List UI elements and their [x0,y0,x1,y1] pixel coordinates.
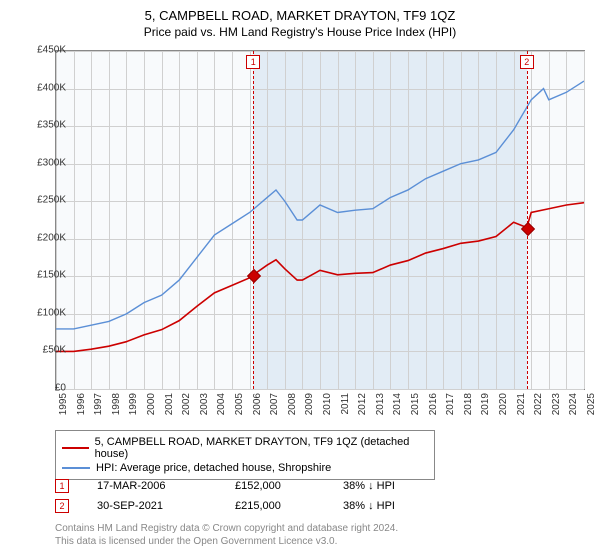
footnote-line: Contains HM Land Registry data © Crown c… [55,522,398,535]
txn-delta: 38% ↓ HPI [343,500,433,512]
y-tick-label: £100K [16,307,66,318]
chart-subtitle: Price paid vs. HM Land Registry's House … [0,23,600,43]
transaction-row: 2 30-SEP-2021 £215,000 38% ↓ HPI [55,496,433,516]
footnote: Contains HM Land Registry data © Crown c… [55,522,398,548]
txn-ref-icon: 1 [55,479,69,493]
x-tick-label: 2021 [516,393,527,415]
y-tick-label: £150K [16,270,66,281]
legend-item-hpi: HPI: Average price, detached house, Shro… [62,461,428,475]
y-tick-label: £250K [16,195,66,206]
legend: 5, CAMPBELL ROAD, MARKET DRAYTON, TF9 1Q… [55,430,435,480]
x-tick-label: 2007 [269,393,280,415]
chart-svg [56,51,584,389]
x-tick-label: 2015 [410,393,421,415]
x-tick-label: 2000 [146,393,157,415]
x-tick-label: 2010 [322,393,333,415]
legend-swatch [62,467,90,469]
y-tick-label: £300K [16,157,66,168]
legend-label: HPI: Average price, detached house, Shro… [96,462,331,474]
legend-item-property: 5, CAMPBELL ROAD, MARKET DRAYTON, TF9 1Q… [62,435,428,461]
x-tick-label: 2012 [357,393,368,415]
x-tick-label: 2013 [375,393,386,415]
txn-date: 17-MAR-2006 [97,480,207,492]
x-tick-label: 2016 [428,393,439,415]
x-tick-label: 2011 [340,393,351,415]
x-tick-label: 2019 [480,393,491,415]
y-tick-label: £200K [16,232,66,243]
legend-swatch [62,447,89,449]
transaction-row: 1 17-MAR-2006 £152,000 38% ↓ HPI [55,476,433,496]
x-tick-label: 1996 [76,393,87,415]
txn-date: 30-SEP-2021 [97,500,207,512]
x-tick-label: 2003 [199,393,210,415]
x-tick-label: 2024 [568,393,579,415]
x-tick-label: 2025 [586,393,597,415]
x-tick-label: 1998 [111,393,122,415]
refline-label: 1 [246,55,260,69]
x-tick-label: 2008 [287,393,298,415]
y-tick-label: £0 [16,383,66,394]
x-tick-label: 2023 [551,393,562,415]
txn-ref-icon: 2 [55,499,69,513]
x-tick-label: 2005 [234,393,245,415]
x-tick-label: 1995 [58,393,69,415]
y-tick-label: £450K [16,45,66,56]
x-tick-label: 2020 [498,393,509,415]
refline-label: 2 [520,55,534,69]
chart-title: 5, CAMPBELL ROAD, MARKET DRAYTON, TF9 1Q… [0,0,600,23]
chart-area: 12 [55,50,585,390]
txn-price: £215,000 [235,500,315,512]
x-tick-label: 2004 [216,393,227,415]
x-tick-label: 2006 [252,393,263,415]
x-tick-label: 2022 [533,393,544,415]
x-tick-label: 2009 [304,393,315,415]
txn-delta: 38% ↓ HPI [343,480,433,492]
transaction-table: 1 17-MAR-2006 £152,000 38% ↓ HPI 2 30-SE… [55,476,433,516]
x-tick-label: 2014 [392,393,403,415]
x-tick-label: 2017 [445,393,456,415]
legend-label: 5, CAMPBELL ROAD, MARKET DRAYTON, TF9 1Q… [95,436,428,460]
y-tick-label: £350K [16,120,66,131]
footnote-line: This data is licensed under the Open Gov… [55,535,398,548]
txn-price: £152,000 [235,480,315,492]
x-tick-label: 2001 [164,393,175,415]
y-tick-label: £50K [16,345,66,356]
x-tick-label: 1997 [93,393,104,415]
chart-container: 5, CAMPBELL ROAD, MARKET DRAYTON, TF9 1Q… [0,0,600,560]
x-tick-label: 1999 [128,393,139,415]
x-tick-label: 2018 [463,393,474,415]
y-tick-label: £400K [16,82,66,93]
x-tick-label: 2002 [181,393,192,415]
